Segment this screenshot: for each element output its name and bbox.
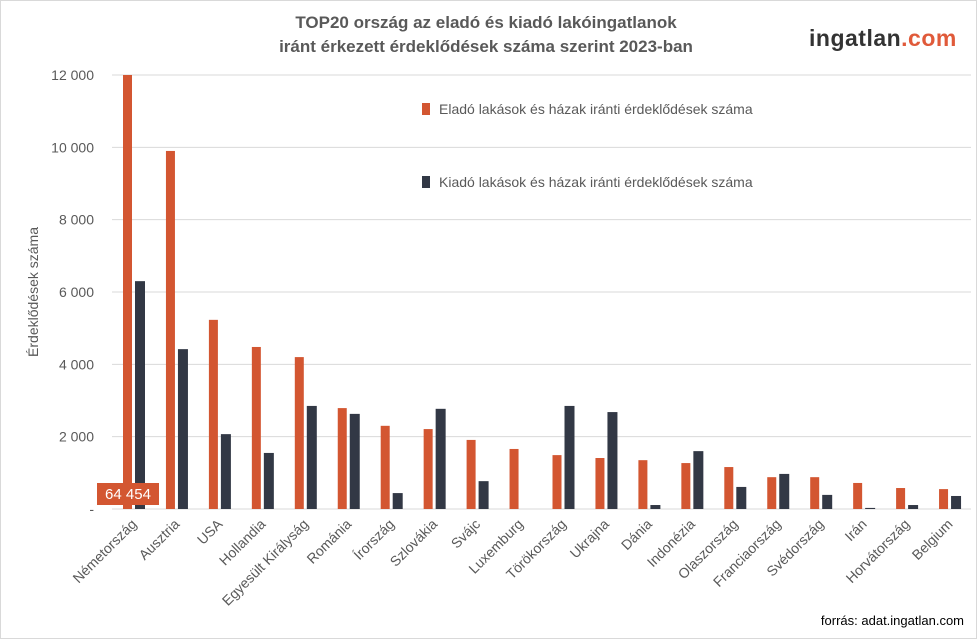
bar-kiado — [135, 281, 145, 509]
bar-kiado — [263, 452, 274, 509]
bar-kiado — [564, 405, 575, 509]
y-tick-label: - — [89, 501, 94, 517]
bar-kiado — [220, 434, 231, 509]
y-tick-label: 2 000 — [59, 429, 94, 445]
source-note: forrás: adat.ingatlan.com — [820, 613, 964, 628]
bar-kiado — [693, 451, 704, 509]
y-tick-label: 8 000 — [59, 212, 94, 228]
bar-elado — [208, 319, 218, 509]
bar-kiado — [779, 473, 790, 509]
x-tick-label: Németország — [69, 516, 139, 586]
bar-elado — [337, 408, 347, 509]
x-tick-label: Románia — [303, 516, 354, 567]
x-tick-label: Ausztria — [135, 516, 182, 563]
chart-title: TOP20 ország az eladó és kiadó lakóingat… — [181, 11, 791, 59]
bar-elado — [552, 455, 562, 509]
bar-kiado — [736, 486, 747, 509]
bar-elado — [251, 346, 261, 509]
bar-kiado — [908, 505, 919, 509]
chart-title-line-2: iránt érkezett érdeklődések száma szerin… — [279, 37, 693, 56]
bar-kiado — [177, 349, 188, 509]
y-tick-label: 10 000 — [51, 139, 94, 155]
bar-elado — [380, 425, 390, 509]
bar-kiado — [865, 507, 876, 509]
y-tick-label: 4 000 — [59, 356, 94, 372]
legend-swatch — [422, 176, 430, 188]
bar-elado — [939, 489, 949, 509]
bar-elado — [466, 439, 476, 509]
ingatlan-logo: ingatlan.com — [809, 25, 957, 52]
bar-kiado — [435, 408, 446, 509]
x-tick-label: Irán — [841, 516, 869, 544]
bar-elado — [595, 458, 605, 509]
bar-kiado — [822, 494, 833, 509]
x-tick-label: Svájc — [448, 516, 484, 552]
x-tick-label: Szlovákia — [387, 516, 441, 570]
legend-swatch — [422, 103, 430, 115]
x-tick-label: Ukrajna — [567, 516, 613, 562]
bar-elado — [423, 429, 433, 509]
x-tick-label: Belgium — [909, 516, 956, 563]
y-axis-label: Érdeklődések száma — [25, 227, 41, 357]
bar-elado — [165, 150, 175, 509]
bar-elado — [767, 477, 777, 509]
bar-kiado — [392, 493, 403, 509]
x-tick-label: Dánia — [618, 516, 655, 553]
x-tick-label: USA — [194, 515, 226, 547]
bar-elado — [810, 477, 820, 509]
legend-label: Eladó lakások és házak iránti érdeklődés… — [439, 101, 753, 117]
bar-kiado — [951, 495, 962, 509]
bar-elado — [853, 482, 863, 509]
bar-kiado — [478, 481, 489, 509]
bar-elado — [123, 75, 132, 509]
bar-kiado — [607, 412, 618, 509]
bar-elado — [638, 460, 648, 509]
bar-kiado — [349, 413, 360, 509]
y-tick-label: 6 000 — [59, 284, 94, 300]
bar-kiado — [306, 405, 317, 509]
bar-elado — [896, 488, 906, 509]
y-tick-label: 12 000 — [51, 67, 94, 83]
logo-name: ingatlan — [809, 25, 902, 51]
bar-elado — [681, 463, 691, 509]
bar-elado — [724, 467, 734, 509]
bar-elado — [294, 357, 304, 509]
annotation-label: 64 454 — [105, 486, 151, 503]
legend-label: Kiadó lakások és házak iránti érdeklődés… — [439, 174, 753, 190]
bar-elado — [509, 448, 519, 509]
chart-title-line-1: TOP20 ország az eladó és kiadó lakóingat… — [295, 13, 677, 32]
annotation-box — [97, 483, 159, 505]
bar-kiado — [650, 505, 661, 509]
logo-tld: .com — [901, 25, 957, 51]
